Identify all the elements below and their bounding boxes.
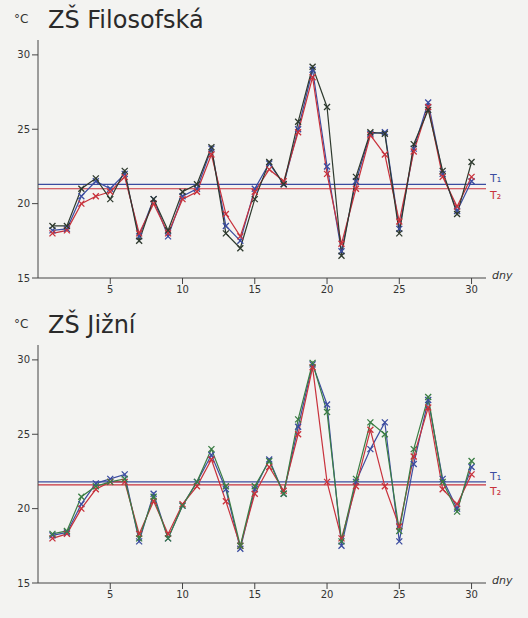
svg-text:30: 30: [17, 49, 30, 60]
svg-text:10: 10: [176, 589, 189, 600]
svg-text:25: 25: [393, 589, 406, 600]
svg-text:15: 15: [17, 273, 30, 284]
svg-text:T₂: T₂: [489, 189, 501, 202]
svg-text:15: 15: [248, 284, 261, 295]
svg-text:25: 25: [393, 284, 406, 295]
svg-text:20: 20: [321, 589, 334, 600]
svg-text:T₁: T₁: [489, 172, 501, 185]
svg-text:25: 25: [17, 429, 30, 440]
html-text:dny: dny: [492, 574, 513, 587]
html-text:dny: dny: [492, 269, 513, 282]
svg-text:20: 20: [17, 198, 30, 209]
svg-text:30: 30: [465, 284, 478, 295]
html-text:°C: °C: [14, 317, 29, 331]
html-text:ZŠ Filosofská: ZŠ Filosofská: [48, 6, 204, 34]
svg-text:10: 10: [176, 284, 189, 295]
svg-text:15: 15: [248, 589, 261, 600]
svg-text:T₂: T₂: [489, 485, 501, 498]
svg-text:30: 30: [465, 589, 478, 600]
svg-text:20: 20: [17, 503, 30, 514]
html-text:°C: °C: [14, 12, 29, 26]
svg-text:20: 20: [321, 284, 334, 295]
svg-text:15: 15: [17, 578, 30, 589]
svg-text:5: 5: [107, 589, 113, 600]
svg-text:30: 30: [17, 354, 30, 365]
html-text:ZŠ Jižní: ZŠ Jižní: [48, 311, 136, 339]
svg-text:5: 5: [107, 284, 113, 295]
svg-text:T₁: T₁: [489, 470, 501, 483]
svg-text:25: 25: [17, 124, 30, 135]
